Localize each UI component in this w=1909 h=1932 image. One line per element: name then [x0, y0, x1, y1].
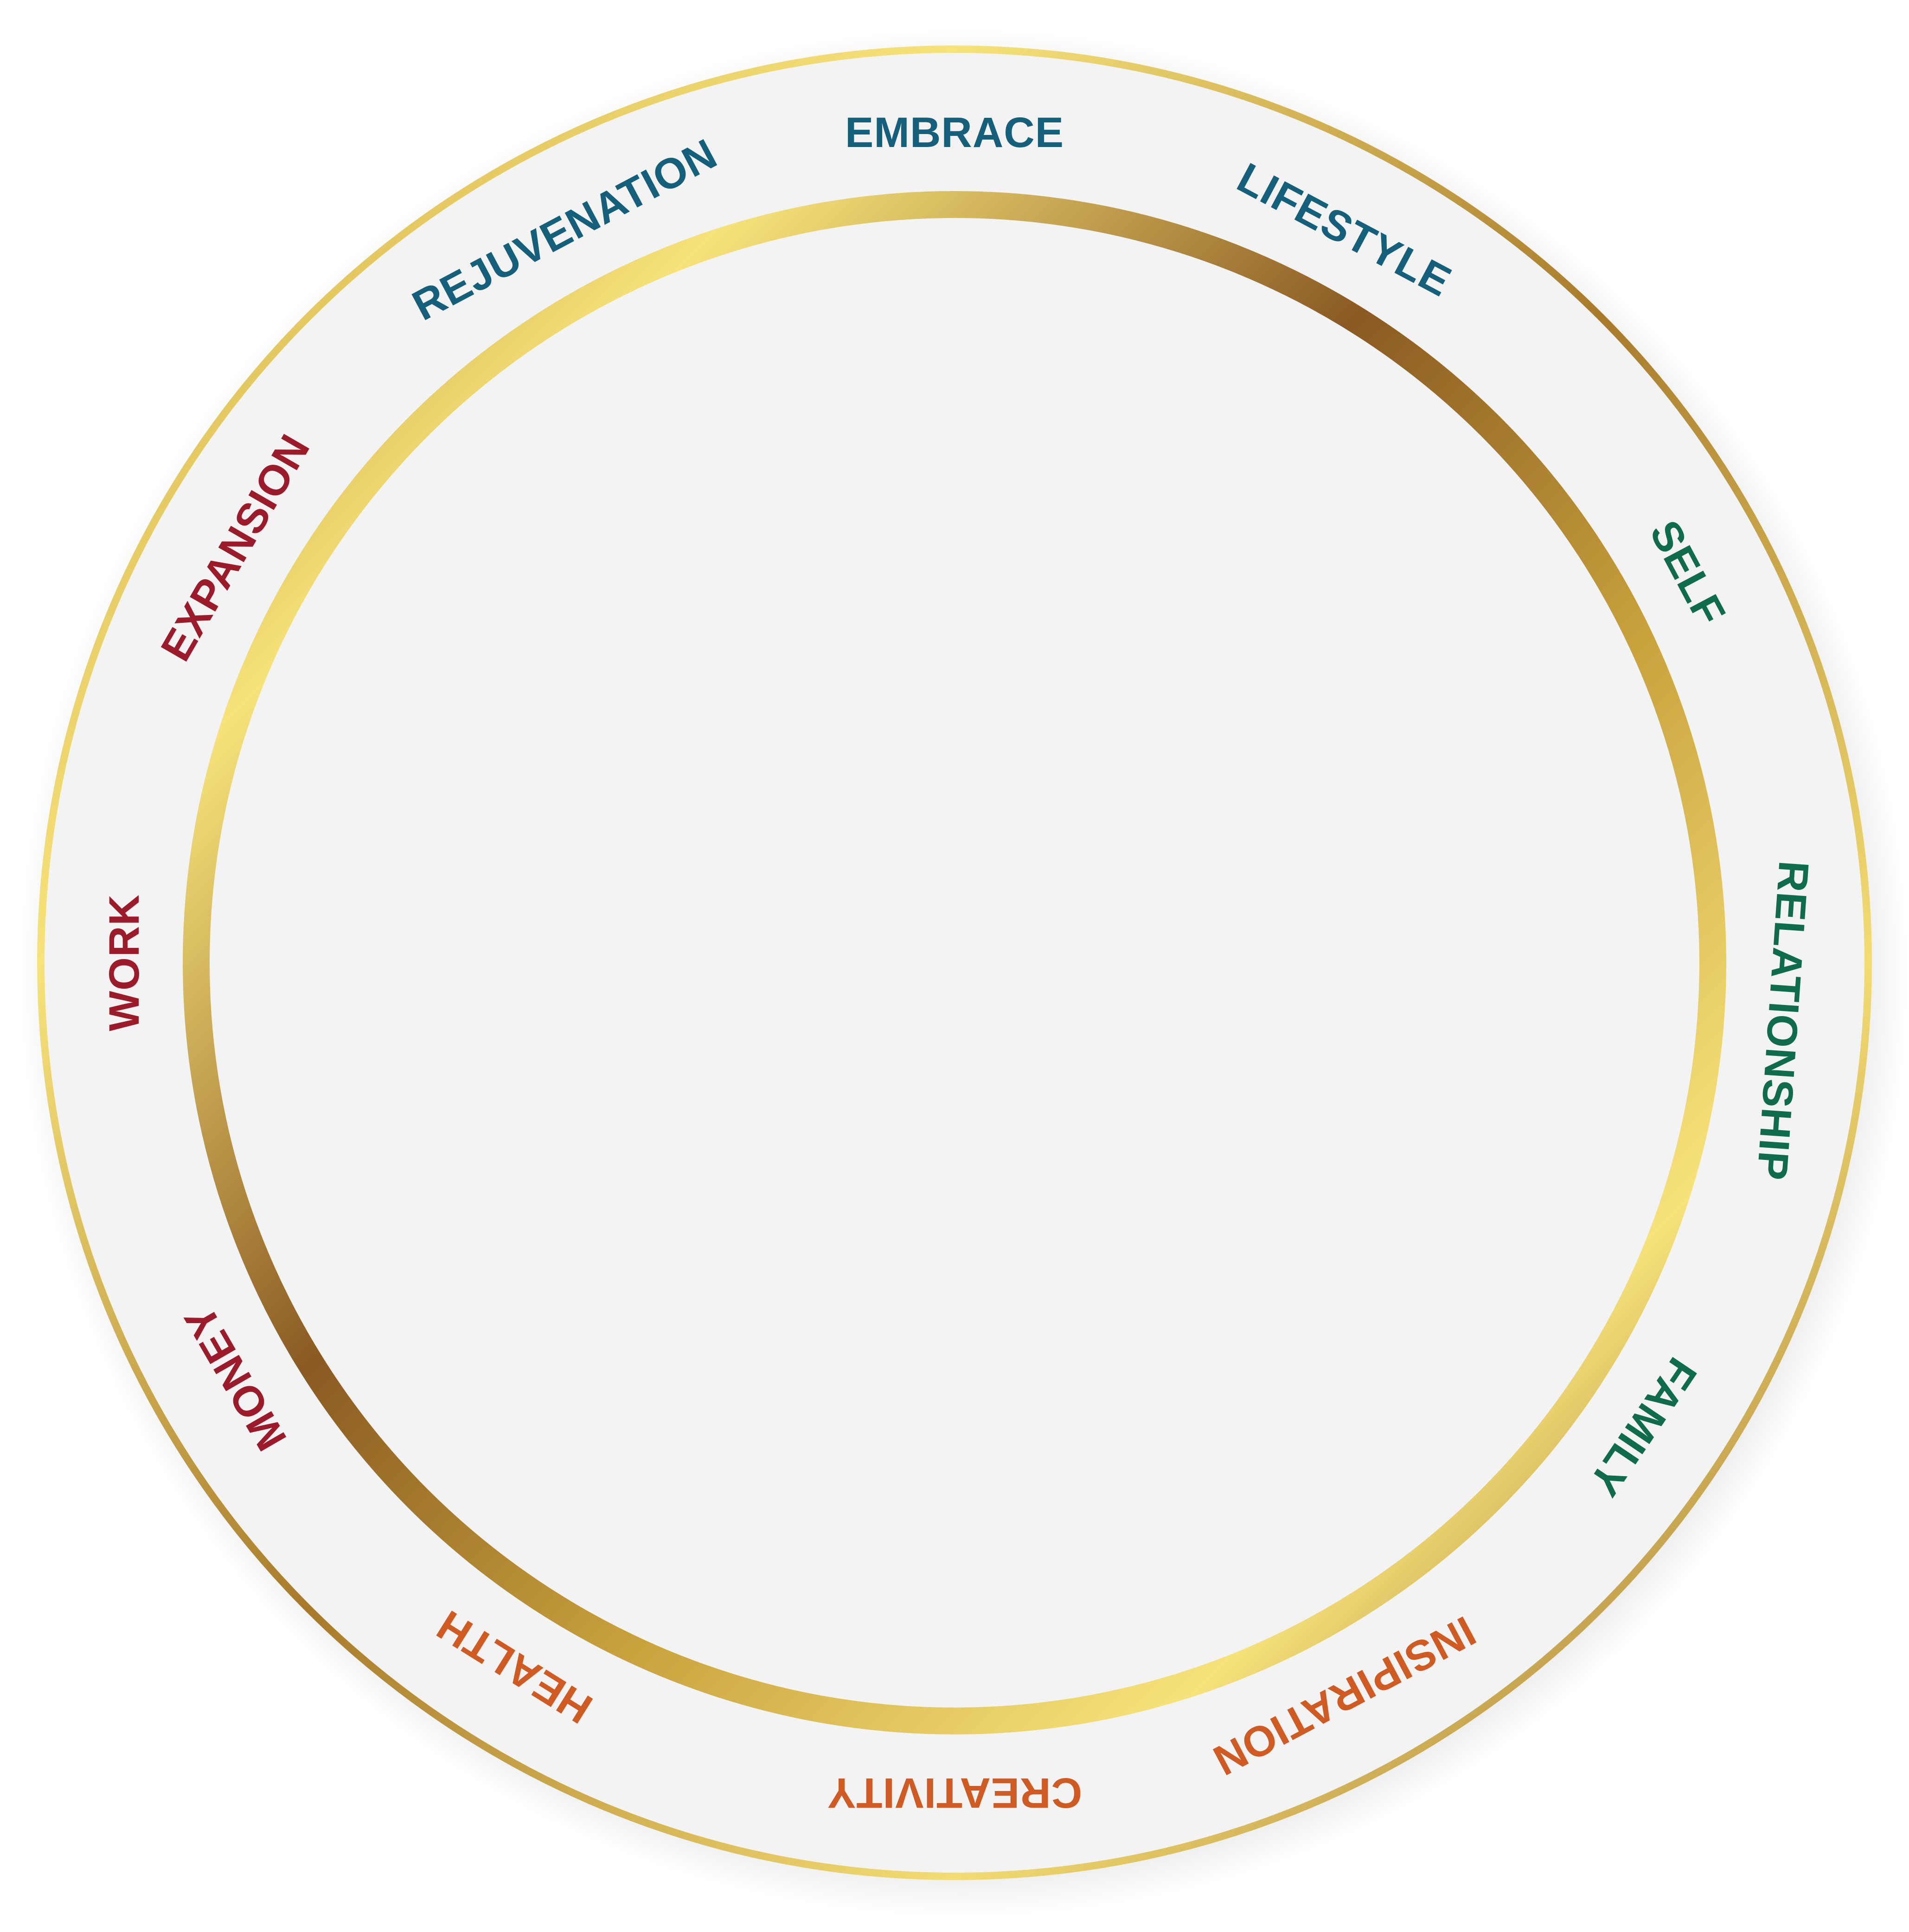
segment-label-work: WORK: [101, 894, 148, 1031]
segment-label-embrace: EMBRACE: [845, 109, 1064, 156]
center-disc: [210, 218, 1699, 1707]
segment-label-creativity: CREATIVITY: [827, 1769, 1082, 1817]
